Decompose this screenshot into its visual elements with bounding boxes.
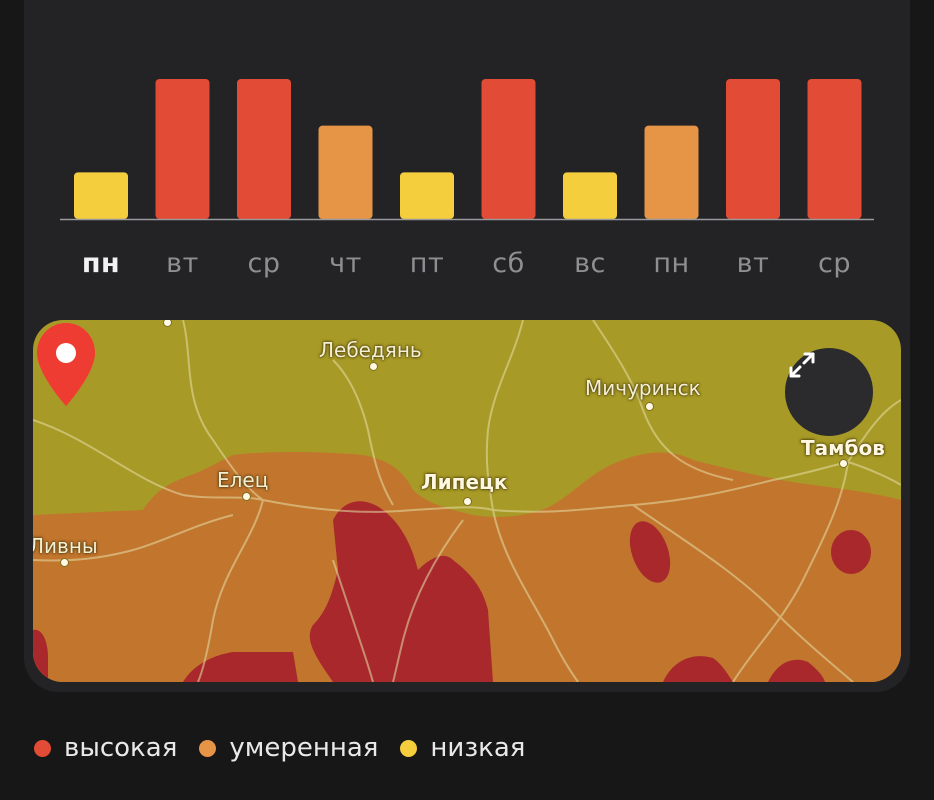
city-label-livny: Ливны — [33, 534, 98, 558]
high-zone-south — [663, 656, 733, 682]
day-label-7[interactable]: пн — [653, 248, 690, 279]
bar-8[interactable] — [726, 79, 780, 219]
day-labels: пн вт ср чт пт сб вс пн вт ср — [0, 248, 934, 288]
day-label-0[interactable]: пн — [81, 248, 121, 279]
pollen-map[interactable]: Лебедянь Мичуринск Тамбов Елец Липецк Ли… — [33, 320, 901, 682]
legend-item-low: низкая — [400, 733, 525, 763]
high-zone-center — [309, 501, 493, 682]
high-zone-south-east — [768, 659, 825, 682]
expand-arrows-icon — [789, 352, 815, 378]
city-dot-livny — [60, 558, 69, 567]
bar-2[interactable] — [237, 79, 291, 219]
day-label-1[interactable]: вт — [166, 248, 199, 279]
high-zone-east-spot — [629, 521, 671, 583]
high-zone-tambov — [831, 530, 871, 574]
legend-label-moderate: умеренная — [229, 733, 379, 763]
high-zone-west — [33, 629, 48, 682]
bar-0[interactable] — [74, 172, 128, 219]
legend-dot-moderate — [199, 739, 217, 757]
roads — [33, 320, 901, 682]
legend-label-high: высокая — [64, 733, 178, 763]
city-dot-elets — [242, 492, 251, 501]
city-label-elets: Елец — [217, 468, 269, 492]
legend-dot-low — [400, 739, 418, 757]
bar-4[interactable] — [400, 172, 454, 219]
day-label-4[interactable]: пт — [409, 248, 445, 279]
city-dot-top — [163, 320, 172, 327]
high-zone-south-west — [183, 652, 298, 682]
day-label-2[interactable]: ср — [247, 248, 281, 279]
legend: высокая умеренная низкая — [34, 730, 547, 766]
bar-5[interactable] — [481, 79, 536, 219]
city-label-michurinsk: Мичуринск — [585, 376, 701, 400]
bar-7[interactable] — [644, 125, 699, 219]
legend-item-high: высокая — [34, 733, 177, 763]
legend-item-moderate: умеренная — [199, 733, 378, 763]
day-label-5[interactable]: сб — [492, 248, 525, 279]
day-label-9[interactable]: ср — [818, 248, 851, 279]
city-label-lipetsk: Липецк — [421, 470, 508, 494]
bar-3[interactable] — [318, 125, 373, 219]
legend-label-low: низкая — [430, 733, 526, 763]
day-label-8[interactable]: вт — [736, 248, 770, 279]
allergy-bar-chart — [60, 79, 874, 221]
bar-6[interactable] — [563, 172, 617, 219]
city-dot-michurinsk — [645, 402, 654, 411]
location-pin-icon — [37, 323, 95, 406]
expand-map-button[interactable] — [785, 348, 873, 436]
bar-1[interactable] — [155, 79, 210, 219]
day-label-6[interactable]: вс — [574, 248, 606, 279]
moderate-zone — [33, 451, 901, 682]
city-dot-lipetsk — [463, 497, 472, 506]
city-dot-tambov — [839, 459, 848, 468]
city-label-tambov: Тамбов — [801, 436, 885, 460]
legend-dot-high — [34, 739, 51, 757]
day-label-3[interactable]: чт — [329, 248, 362, 279]
pollen-heatmap — [33, 320, 901, 682]
city-label-lebedyan: Лебедянь — [319, 338, 422, 362]
bar-9[interactable] — [807, 79, 862, 219]
city-dot-lebedyan — [369, 362, 378, 371]
